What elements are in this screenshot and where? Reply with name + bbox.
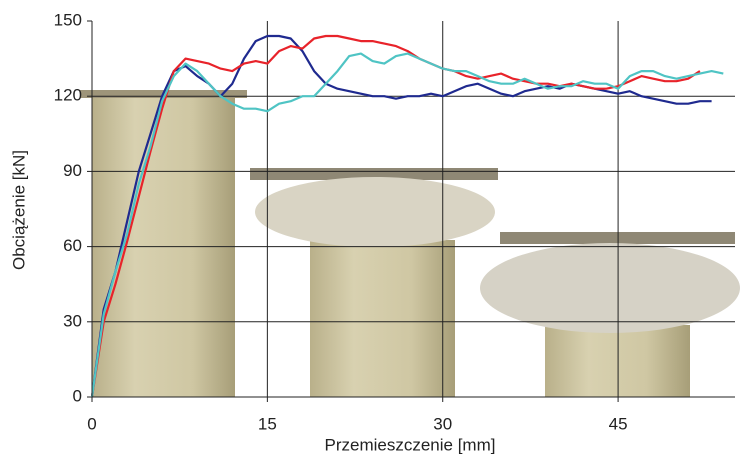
series-line	[90, 52, 724, 398]
x-axis-label: Przemieszczenie [mm]	[325, 435, 496, 454]
y-tick-label: 60	[63, 236, 82, 255]
series-line	[90, 34, 712, 398]
grid	[87, 20, 735, 402]
y-tick-label: 150	[54, 10, 82, 29]
y-tick-label: 0	[73, 386, 82, 405]
series-line	[90, 34, 701, 398]
specimen-photos	[80, 90, 740, 397]
y-axis-label: Obciążenie [kN]	[9, 150, 28, 270]
lines	[90, 34, 724, 398]
y-tick-label: 30	[63, 311, 82, 330]
x-tick-label: 45	[609, 414, 628, 433]
x-tick-label: 0	[87, 414, 96, 433]
y-tick-label: 120	[54, 86, 82, 105]
y-tick-label: 90	[63, 161, 82, 180]
x-tick-label: 30	[433, 414, 452, 433]
x-tick-label: 15	[258, 414, 277, 433]
